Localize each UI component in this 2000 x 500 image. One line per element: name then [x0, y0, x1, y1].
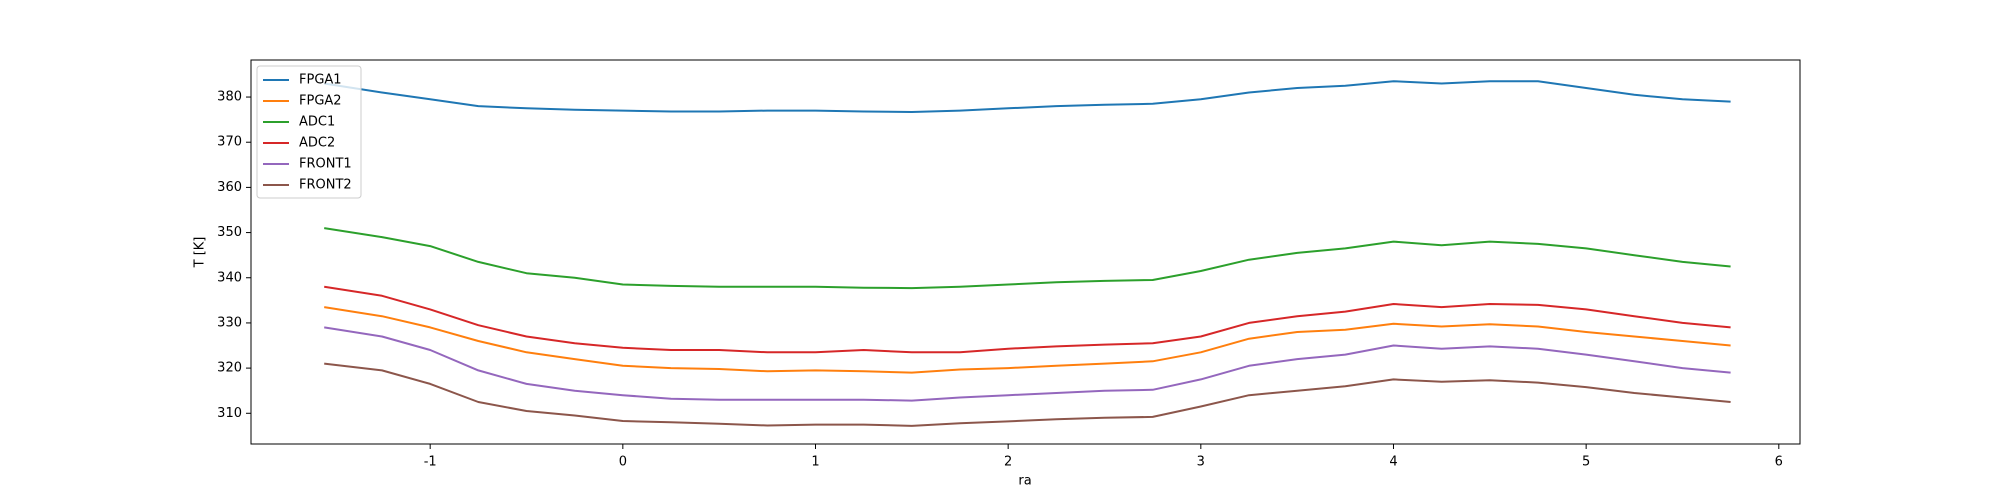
series-line [324, 80, 1731, 113]
x-axis-label: ra [1018, 474, 1031, 489]
legend-label: ADC1 [299, 115, 335, 130]
y-tick-label: 330 [217, 315, 242, 330]
series-line [324, 306, 1731, 374]
y-tick-label: 340 [217, 270, 242, 285]
x-tick-label: -1 [424, 455, 437, 470]
y-axis-label: T [K] [193, 237, 208, 269]
y-tick-label: 350 [217, 225, 242, 240]
series-line [324, 326, 1731, 402]
x-tick-label: 4 [1389, 455, 1397, 470]
legend-label: FRONT1 [299, 157, 352, 172]
series-line [324, 227, 1731, 290]
series-line [324, 285, 1731, 354]
x-tick-label: 5 [1582, 455, 1590, 470]
x-tick-label: 1 [811, 455, 819, 470]
x-tick-label: 0 [619, 455, 627, 470]
x-tick-label: 3 [1197, 455, 1205, 470]
series-line [324, 362, 1731, 427]
legend-label: FPGA2 [299, 94, 342, 109]
y-tick-label: 360 [217, 180, 242, 195]
plot-frame [250, 59, 1801, 445]
x-tick-label: 6 [1775, 455, 1783, 470]
legend-label: FPGA1 [299, 73, 342, 88]
y-tick-label: 320 [217, 361, 242, 376]
y-tick-label: 370 [217, 135, 242, 150]
y-tick-label: 380 [217, 90, 242, 105]
x-tick-label: 2 [1004, 455, 1012, 470]
legend-label: ADC2 [299, 136, 335, 151]
legend-label: FRONT2 [299, 178, 352, 193]
y-tick-label: 310 [217, 406, 242, 421]
